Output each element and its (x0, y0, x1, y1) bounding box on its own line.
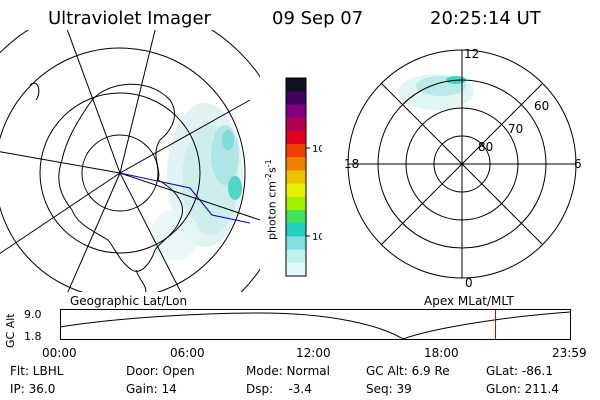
gain-info: Gain: 14 (126, 382, 177, 396)
mlt-label-0: 0 (465, 276, 473, 290)
colorbar-stripe (286, 223, 306, 237)
aurora-emission-polar (398, 74, 474, 110)
polar-map-caption: Apex MLat/MLT (424, 294, 514, 308)
colorbar-stripe (286, 210, 306, 224)
timeline-ytick-max: 9.0 (24, 308, 42, 321)
timeline-axis-label: GC Alt (4, 313, 17, 348)
colorbar-stripe (286, 157, 306, 171)
timeline-xtick-0: 00:00 (42, 346, 77, 360)
colorbar-stripe (286, 249, 306, 264)
colorbar-stripe (286, 144, 306, 158)
colorbar-tick-100: 100 (312, 144, 322, 155)
mlt-label-12: 12 (464, 47, 479, 61)
colorbar-label: photon cm-2s-1 (264, 159, 279, 240)
glat-info: GLat: -86.1 (486, 364, 553, 378)
colorbar-stripe (286, 196, 306, 211)
colorbar-stripe (286, 183, 306, 198)
timeline-xtick-1: 06:00 (170, 346, 205, 360)
colorbar-stripe (286, 130, 306, 145)
mlat-label-80: 80 (478, 140, 493, 154)
glon-info: GLon: 211.4 (486, 382, 559, 396)
colorbar-stripe (286, 117, 306, 132)
colorbar-tick-10: 10 (312, 232, 322, 243)
seq-info: Seq: 39 (366, 382, 412, 396)
timeline-xtick-2: 12:00 (296, 346, 331, 360)
altitude-timeline (60, 309, 571, 340)
colorbar-stripe (286, 262, 306, 277)
mlt-label-18: 18 (344, 157, 359, 171)
colorbar-stripe (286, 91, 306, 105)
terminator-line (119, 172, 251, 224)
color-bar: 100 10 (285, 77, 322, 277)
timeline-xtick-4: 23:59 (552, 346, 587, 360)
time-label: 20:25:14 UT (430, 8, 541, 29)
filter-info: Flt: LBHL (10, 364, 64, 378)
geo-map-caption: Geographic Lat/Lon (70, 294, 188, 308)
colorbar-stripe (286, 236, 306, 251)
aurora-emission (150, 103, 243, 260)
geographic-map (0, 30, 260, 292)
altitude-info: GC Alt: 6.9 Re (366, 364, 450, 378)
mode-info: Mode: Normal (246, 364, 330, 378)
altitude-curve (60, 311, 571, 340)
instrument-title: Ultraviolet Imager (48, 8, 211, 29)
timeline-xtick-3: 18:00 (424, 346, 459, 360)
door-info: Door: Open (126, 364, 195, 378)
ip-info: IP: 36.0 (10, 382, 56, 396)
continent-coastline (58, 83, 183, 272)
dsp-info: Dsp: -3.4 (246, 382, 312, 396)
mlat-label-70: 70 (508, 122, 523, 136)
polar-map: 12 18 6 0 60 70 80 (344, 47, 582, 290)
mlat-label-60: 60 (534, 99, 549, 113)
colorbar-stripe (286, 78, 306, 92)
colorbar-stripe (286, 170, 306, 185)
colorbar-stripe (286, 104, 306, 119)
mlt-label-6: 6 (574, 157, 582, 171)
date-label: 09 Sep 07 (272, 8, 364, 29)
timeline-ytick-min: 1.8 (24, 330, 42, 343)
